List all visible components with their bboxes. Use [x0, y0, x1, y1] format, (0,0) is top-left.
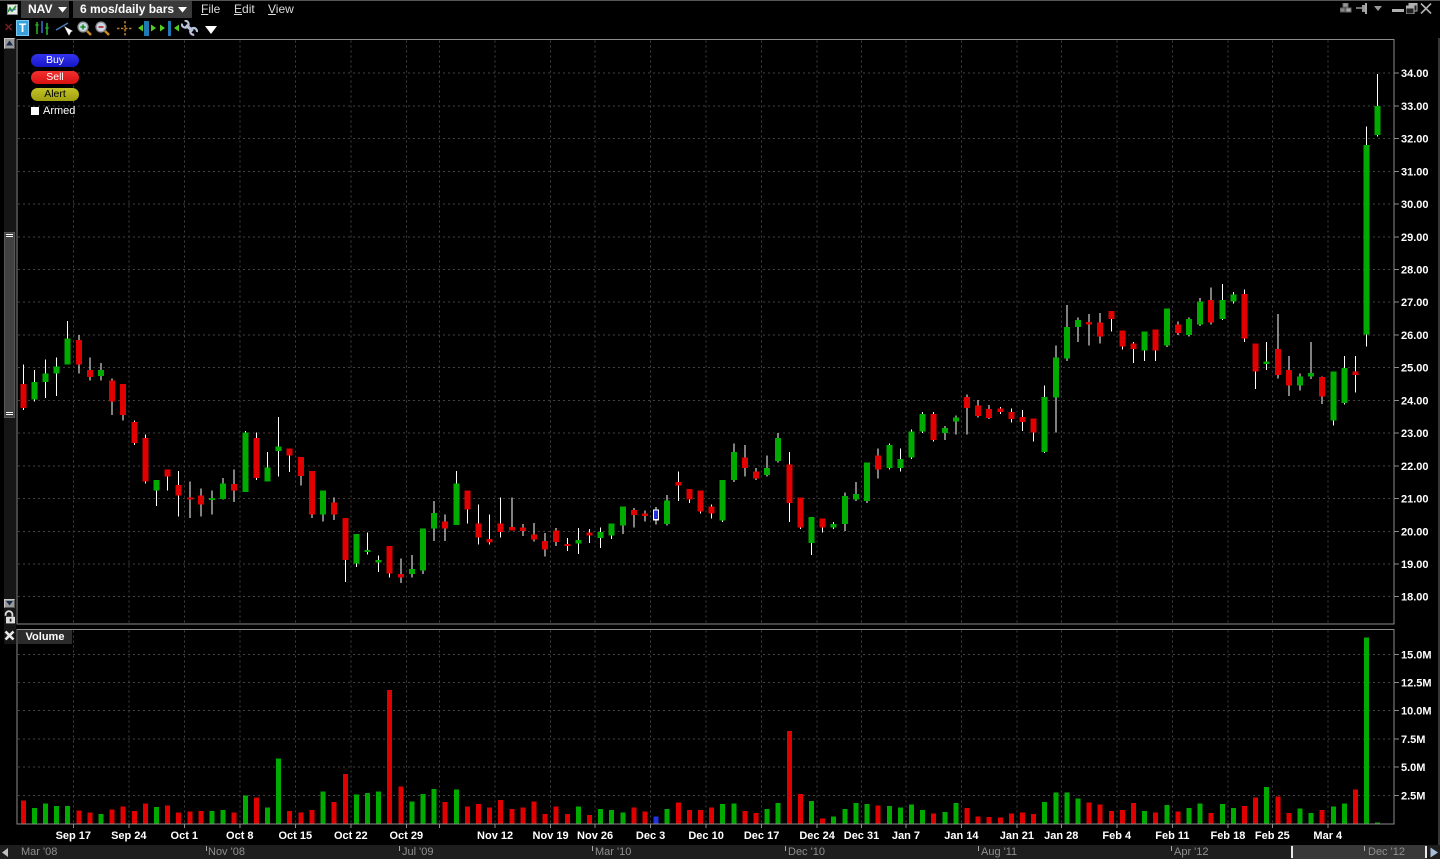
- svg-text:Dec 10: Dec 10: [688, 830, 723, 842]
- svg-text:29.00: 29.00: [1401, 232, 1429, 244]
- svg-text:Oct 22: Oct 22: [334, 830, 368, 842]
- svg-text:Oct 15: Oct 15: [278, 830, 312, 842]
- svg-text:18.00: 18.00: [1401, 592, 1429, 604]
- svg-text:21.00: 21.00: [1401, 494, 1429, 506]
- svg-text:Feb 11: Feb 11: [1155, 830, 1189, 842]
- svg-text:28.00: 28.00: [1401, 265, 1429, 277]
- svg-text:2.5M: 2.5M: [1401, 790, 1425, 802]
- svg-text:Oct 1: Oct 1: [171, 830, 199, 842]
- svg-text:Feb 18: Feb 18: [1210, 830, 1245, 842]
- svg-text:Jan 21: Jan 21: [1000, 830, 1034, 842]
- svg-text:Oct 8: Oct 8: [226, 830, 254, 842]
- svg-text:25.00: 25.00: [1401, 363, 1429, 375]
- svg-text:33.00: 33.00: [1401, 101, 1429, 113]
- svg-text:Feb 25: Feb 25: [1255, 830, 1290, 842]
- svg-text:Dec 31: Dec 31: [844, 830, 879, 842]
- svg-text:Jan 7: Jan 7: [892, 830, 920, 842]
- svg-text:5.0M: 5.0M: [1401, 762, 1425, 774]
- svg-text:Dec 17: Dec 17: [744, 830, 779, 842]
- svg-text:31.00: 31.00: [1401, 166, 1429, 178]
- svg-text:Mar 4: Mar 4: [1313, 830, 1343, 842]
- svg-text:Feb 4: Feb 4: [1102, 830, 1132, 842]
- svg-text:12.5M: 12.5M: [1401, 678, 1432, 690]
- svg-text:Nov 12: Nov 12: [477, 830, 513, 842]
- svg-text:Dec 3: Dec 3: [636, 830, 665, 842]
- svg-text:Dec 24: Dec 24: [799, 830, 835, 842]
- svg-text:34.00: 34.00: [1401, 68, 1429, 80]
- svg-text:Nov 26: Nov 26: [577, 830, 613, 842]
- svg-text:10.0M: 10.0M: [1401, 706, 1432, 718]
- svg-text:32.00: 32.00: [1401, 134, 1429, 146]
- svg-text:19.00: 19.00: [1401, 559, 1429, 571]
- svg-text:Oct 29: Oct 29: [389, 830, 423, 842]
- svg-text:20.00: 20.00: [1401, 526, 1429, 538]
- svg-text:Jan 14: Jan 14: [944, 830, 979, 842]
- svg-text:23.00: 23.00: [1401, 428, 1429, 440]
- svg-text:Sep 17: Sep 17: [56, 830, 91, 842]
- svg-text:24.00: 24.00: [1401, 395, 1429, 407]
- svg-text:7.5M: 7.5M: [1401, 734, 1425, 746]
- svg-text:26.00: 26.00: [1401, 330, 1429, 342]
- svg-text:Nov 19: Nov 19: [533, 830, 569, 842]
- svg-text:Sep 24: Sep 24: [111, 830, 147, 842]
- svg-text:15.0M: 15.0M: [1401, 649, 1432, 661]
- svg-text:30.00: 30.00: [1401, 199, 1429, 211]
- svg-text:27.00: 27.00: [1401, 297, 1429, 309]
- svg-text:Jan 28: Jan 28: [1044, 830, 1078, 842]
- svg-text:22.00: 22.00: [1401, 461, 1429, 473]
